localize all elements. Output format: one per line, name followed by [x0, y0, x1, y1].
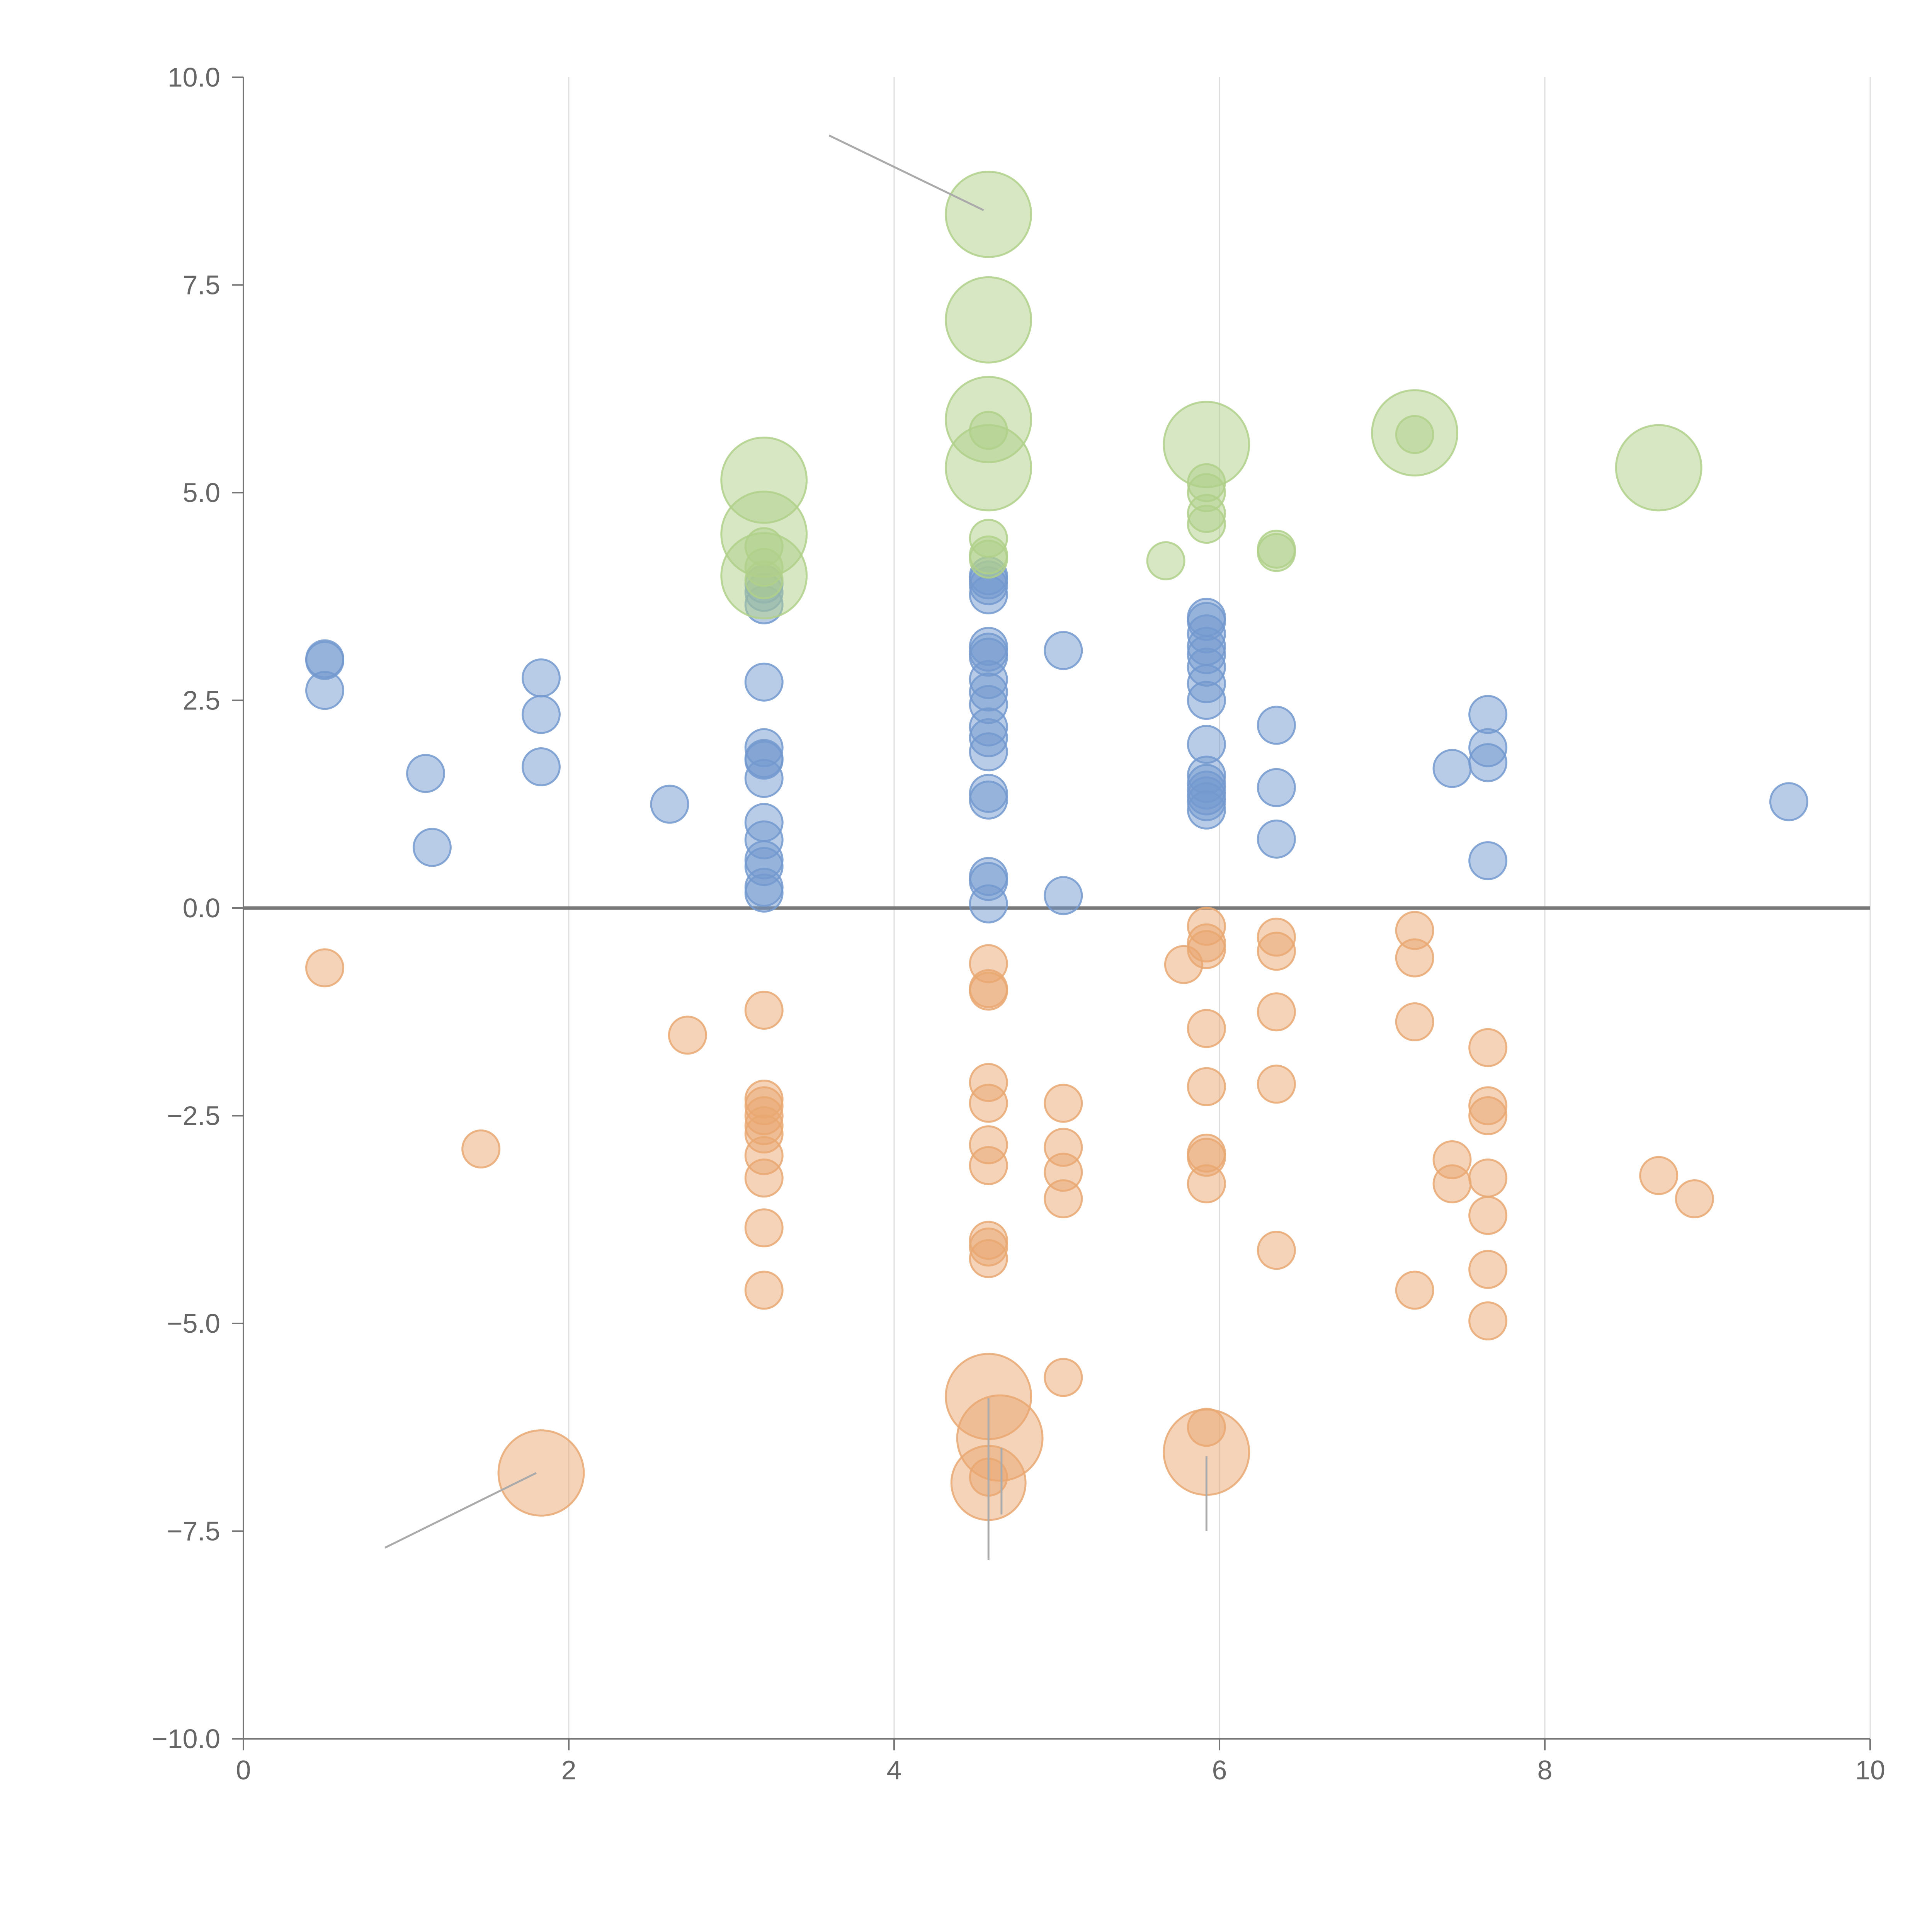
bubble-point: [1044, 876, 1083, 915]
bubble-point: [1257, 992, 1296, 1032]
bubble-point: [969, 411, 1008, 450]
y-tick-label: 2.5: [183, 685, 220, 716]
bubble-point: [1257, 1065, 1296, 1104]
bubble-point: [744, 759, 784, 798]
bubble-point: [1468, 1250, 1508, 1289]
y-tick-label: 5.0: [183, 478, 220, 508]
bubble-point: [1639, 1156, 1679, 1195]
bubble-point: [744, 873, 784, 913]
x-tick-label: 6: [1212, 1755, 1227, 1785]
bubble-point: [1468, 1196, 1508, 1235]
bubble-point: [1395, 938, 1434, 978]
bubble-point: [744, 662, 784, 702]
bubble-point: [1468, 695, 1508, 734]
y-tick-label: 0.0: [183, 893, 220, 923]
bubble-point: [969, 781, 1008, 820]
bubble-point: [1468, 1096, 1508, 1135]
y-tick-label: 7.5: [183, 270, 220, 300]
bubble-point: [1187, 790, 1226, 830]
bubble-point: [1468, 743, 1508, 782]
bubble-point: [1257, 932, 1296, 971]
bubble-point: [1187, 1164, 1226, 1204]
bubble-point: [521, 695, 561, 734]
bubble-point: [406, 754, 446, 793]
bubble-point: [521, 658, 561, 697]
bubble-point: [305, 671, 344, 710]
bubble-point: [1187, 1009, 1226, 1048]
bubble-point: [1187, 1067, 1226, 1106]
bubble-point: [521, 747, 561, 786]
x-tick-label: 10: [1855, 1755, 1885, 1785]
bubble-point: [744, 1158, 784, 1198]
bubble-point: [1769, 782, 1808, 821]
y-tick-label: −7.5: [167, 1516, 220, 1546]
bubble-point: [744, 1270, 784, 1310]
bubble-point: [969, 1146, 1008, 1185]
bubble-point: [969, 971, 1008, 1011]
bubble-point: [1257, 1231, 1296, 1270]
bubble-layer: [305, 170, 1808, 1521]
y-tick-label: 10.0: [168, 62, 220, 92]
bubble-point: [969, 884, 1008, 923]
bubble-point: [744, 560, 784, 600]
bubble-point: [1468, 841, 1508, 880]
bubble-point: [744, 990, 784, 1030]
bubble-point: [945, 170, 1032, 258]
bubble-point: [668, 1015, 707, 1055]
bubble-point: [1044, 1358, 1083, 1397]
bubble-point: [1044, 1083, 1083, 1123]
bubble-point: [1468, 1301, 1508, 1341]
bubble-point: [1044, 631, 1083, 670]
x-tick-label: 0: [236, 1755, 251, 1785]
x-tick-label: 2: [561, 1755, 577, 1785]
bubble-point: [1257, 768, 1296, 807]
bubble-point: [945, 276, 1032, 364]
bubble-point: [744, 1208, 784, 1248]
bubble-point: [969, 539, 1008, 579]
axes: 0 2 4 6 8 10 10.0 7.5 5.0 2.5 0.0 −2.5 −5.0 −7.5 −10.0: [152, 62, 1885, 1785]
bubble-point: [1146, 541, 1185, 580]
bubble-point: [305, 948, 344, 988]
annotation-leader-line: [384, 1472, 537, 1549]
y-tick-label: −2.5: [167, 1101, 220, 1131]
bubble-point: [969, 575, 1008, 614]
bubble-point: [461, 1129, 501, 1168]
bubble-point: [497, 1429, 585, 1517]
bubble-point: [1468, 1158, 1508, 1198]
bubble-point: [1257, 820, 1296, 859]
bubble-point: [1395, 1002, 1434, 1042]
bubble-point: [1432, 749, 1472, 788]
x-tick-label: 8: [1537, 1755, 1553, 1785]
leader-lines: [384, 134, 1208, 1560]
bubble-point: [1432, 1164, 1472, 1204]
bubble-point: [1675, 1179, 1714, 1218]
y-tick-label: −5.0: [167, 1308, 220, 1338]
bubble-point: [1468, 1028, 1508, 1067]
bubble-point: [969, 732, 1008, 772]
bubble-point: [1187, 505, 1226, 544]
y-tick-label: −10.0: [152, 1724, 220, 1754]
bubble-point: [1395, 1270, 1434, 1310]
bubble-point: [412, 828, 452, 867]
bubble-point: [1257, 533, 1296, 572]
bubble-point: [650, 784, 689, 824]
bubble-point: [1395, 415, 1434, 454]
bubble-point: [1257, 706, 1296, 745]
bubble-point: [1044, 1179, 1083, 1218]
bubble-point: [969, 1083, 1008, 1123]
bubble-point: [1187, 930, 1226, 969]
bubble-point: [969, 1239, 1008, 1278]
bubble-point: [1615, 424, 1702, 512]
annotation-leader-line: [828, 134, 984, 211]
bubble-point: [1187, 681, 1226, 720]
x-tick-label: 4: [887, 1755, 902, 1785]
